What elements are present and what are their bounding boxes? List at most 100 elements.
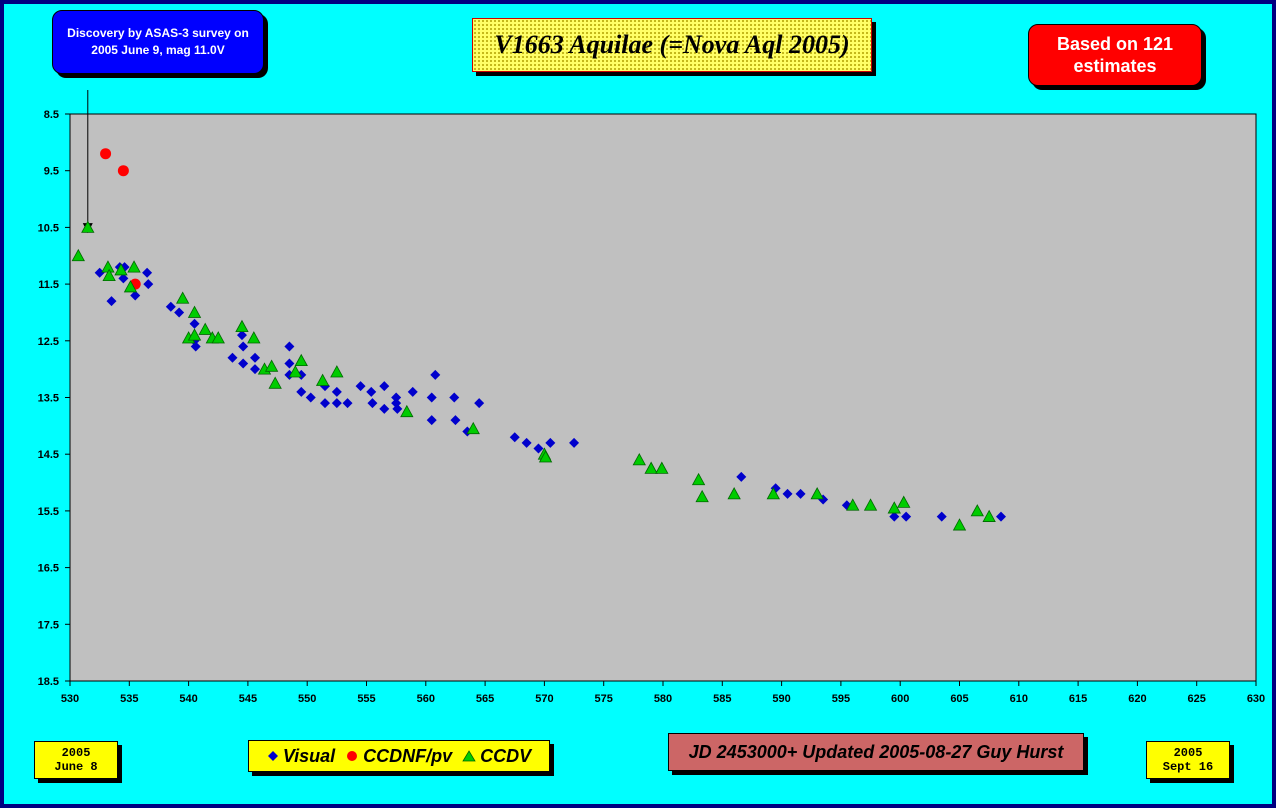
plot-area: [69, 113, 1257, 682]
visual-point: [367, 398, 378, 409]
visual-point: [533, 443, 544, 454]
ccdv-point: [102, 268, 116, 281]
y-tick-label: 13.5: [38, 393, 59, 405]
ccdv-point: [952, 518, 967, 531]
x-tick-label: 600: [891, 693, 909, 705]
y-tick-label: 14.5: [38, 449, 59, 461]
visual-point: [143, 279, 154, 290]
y-tick-label: 15.5: [38, 506, 59, 518]
ccdv-point: [198, 322, 212, 335]
visual-point: [996, 511, 1007, 522]
ccdv-point: [970, 504, 984, 517]
estimate-count: Based on 121 estimates: [1056, 34, 1174, 76]
end-date-year: 2005: [1173, 746, 1203, 760]
visual-point: [174, 307, 185, 318]
ccdv-point: [81, 220, 95, 233]
x-tick-label: 585: [713, 693, 731, 705]
ccdnf-point: [100, 148, 112, 160]
visual-point: [474, 398, 485, 409]
visual-point: [569, 437, 580, 448]
visual-point: [426, 392, 437, 403]
visual-point: [379, 381, 390, 392]
x-tick-label: 590: [772, 693, 790, 705]
chart-legend: Visual CCDNF/pv CCDV: [248, 740, 550, 772]
visual-point: [319, 398, 330, 409]
ccdv-point: [175, 291, 190, 304]
end-date-day: Sept 16: [1162, 760, 1214, 774]
visual-point: [426, 415, 437, 426]
visual-point: [106, 296, 117, 307]
visual-point: [407, 386, 418, 397]
ccdv-point: [235, 319, 249, 333]
ccdv-point: [211, 331, 225, 344]
chart-title: V1663 Aquilae (=Nova Aql 2005): [494, 30, 850, 59]
ccdv-point: [810, 487, 824, 500]
visual-point: [509, 432, 520, 443]
ccdv-point: [538, 450, 553, 463]
visual-point: [284, 358, 295, 369]
ccdv-point: [691, 472, 706, 486]
discovery-note-box: Discovery by ASAS-3 survey on 2005 June …: [52, 10, 264, 74]
y-tick-label: 11.5: [38, 279, 59, 291]
visual-point: [94, 267, 105, 278]
visual-point: [901, 511, 912, 522]
visual-point: [379, 403, 390, 414]
ccdnf-point: [117, 165, 129, 177]
visual-point: [130, 290, 141, 301]
visual-point: [236, 330, 247, 341]
ccdv-point: [863, 498, 878, 511]
ccdv-point: [288, 365, 303, 378]
visual-point: [889, 511, 900, 522]
x-tick-label: 605: [950, 693, 968, 705]
x-tick-label: 630: [1247, 693, 1265, 705]
updated-note: JD 2453000+ Updated 2005-08-27 Guy Hurst: [688, 741, 1064, 762]
y-tick-label: 9.5: [44, 166, 59, 178]
visual-point: [238, 358, 249, 369]
x-tick-label: 575: [595, 693, 613, 705]
ccdv-point: [655, 461, 669, 474]
x-tick-label: 540: [179, 693, 197, 705]
visual-point: [936, 511, 947, 522]
visual-point: [449, 392, 460, 403]
end-date-box: 2005 Sept 16: [1146, 741, 1230, 779]
y-tick-label: 10.5: [38, 222, 59, 234]
ccdv-point: [187, 328, 202, 341]
visual-point: [391, 392, 402, 403]
ccdv-point: [330, 365, 344, 378]
y-tick-label: 12.5: [38, 336, 59, 348]
visual-point: [331, 386, 342, 397]
y-tick-label: 16.5: [38, 563, 59, 575]
visual-point: [190, 341, 201, 352]
updated-note-box: JD 2453000+ Updated 2005-08-27 Guy Hurst: [668, 733, 1084, 771]
x-tick-label: 615: [1069, 693, 1087, 705]
visual-point: [189, 318, 200, 329]
ccdv-point: [400, 404, 414, 418]
x-tick-label: 570: [535, 693, 553, 705]
x-tick-label: 555: [357, 693, 375, 705]
visual-point: [795, 488, 806, 499]
visual-point: [342, 398, 353, 409]
ccdv-point: [846, 498, 860, 511]
x-tick-label: 550: [298, 693, 316, 705]
x-tick-label: 530: [61, 693, 79, 705]
chart-title-box: V1663 Aquilae (=Nova Aql 2005): [472, 18, 872, 72]
ccdv-point: [695, 489, 709, 503]
ccdv-point: [897, 495, 911, 508]
ccdv-point: [71, 248, 85, 262]
legend-ccdv-marker: [462, 750, 476, 762]
x-tick-label: 535: [120, 693, 138, 705]
visual-point: [296, 386, 307, 397]
ccdv-point: [127, 260, 141, 273]
visual-point: [250, 352, 261, 363]
visual-point: [545, 437, 556, 448]
visual-point: [736, 471, 747, 482]
legend-ccdnf-label: CCDNF/pv: [363, 745, 453, 766]
visual-point: [250, 364, 261, 375]
ccdv-point: [264, 359, 279, 372]
start-date-day: June 8: [54, 760, 98, 774]
legend-visual-marker: [267, 751, 278, 761]
ccdv-point: [123, 280, 138, 293]
visual-point: [392, 403, 403, 414]
ccdv-point: [644, 461, 658, 474]
